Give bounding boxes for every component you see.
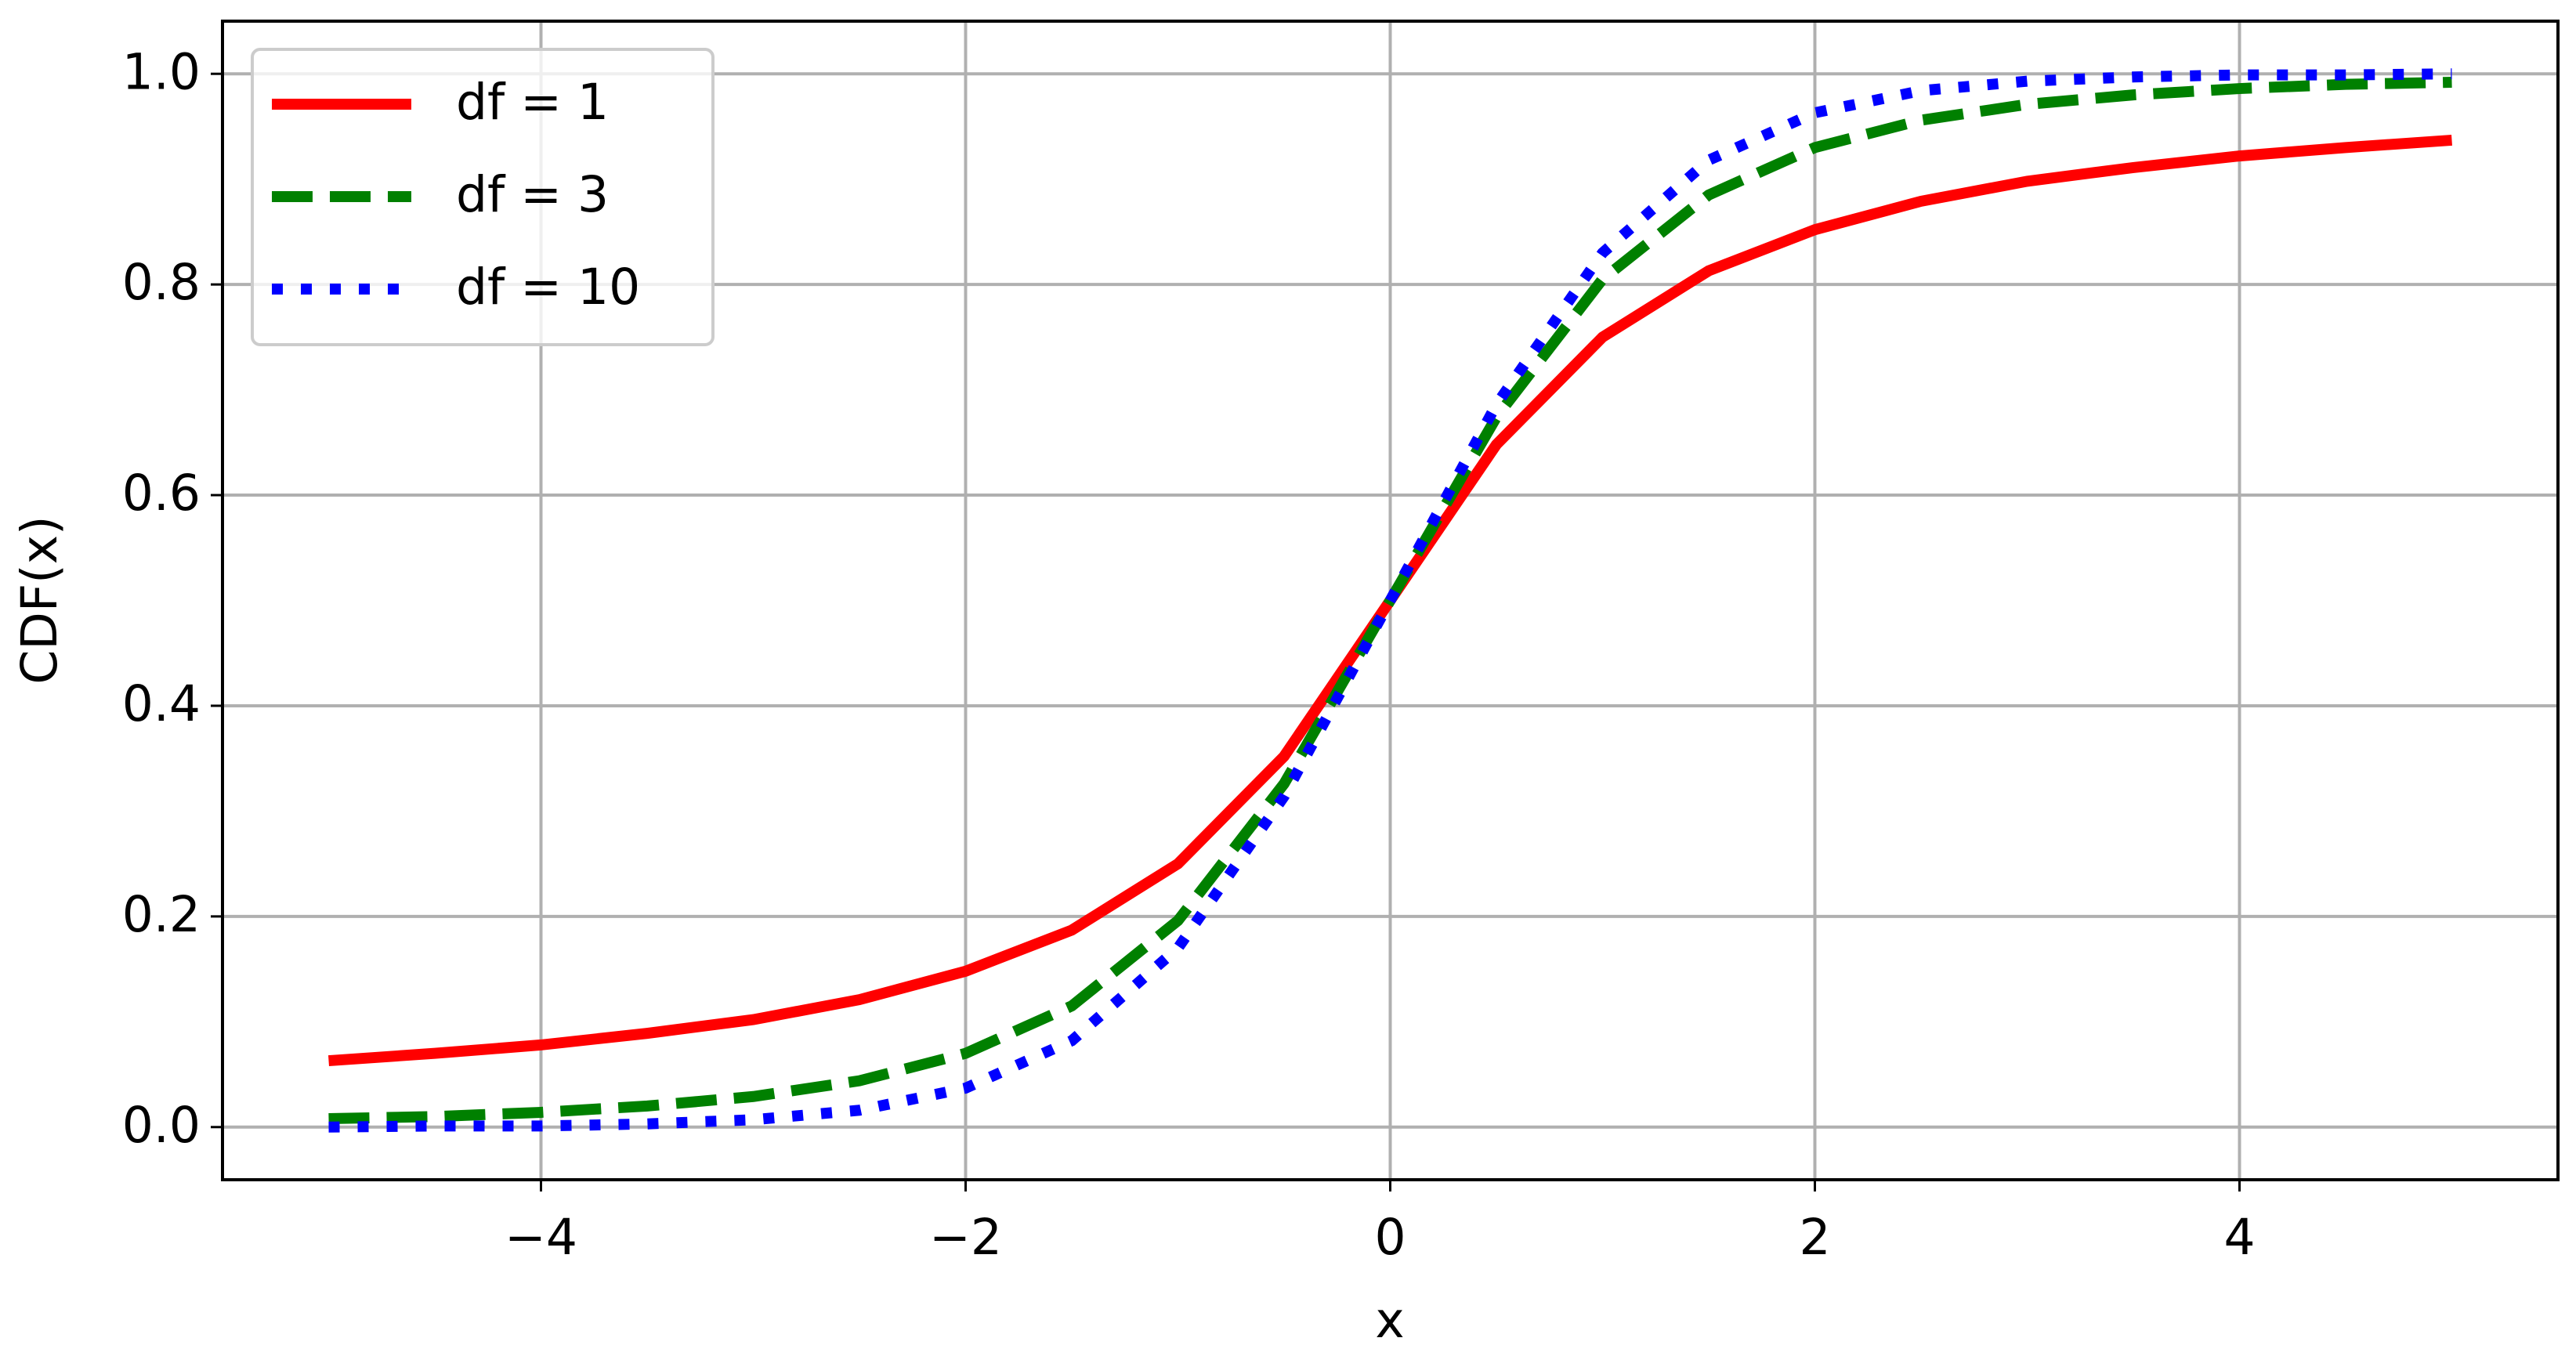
x-tick-label: 2 [1799,1209,1830,1266]
plot-frame [221,20,2560,1181]
series-line [328,68,2452,1133]
legend-box [251,48,715,346]
y-axis-label: CDF(x) [11,515,68,684]
x-axis-label: x [1375,1292,1404,1349]
y-tick-label: 0.4 [122,675,201,732]
y-tick-label: 0.6 [122,465,201,522]
legend-label: df = 10 [456,259,640,316]
y-tick-label: 0.0 [122,1097,201,1154]
legend-label: df = 3 [456,166,609,223]
y-tick-label: 0.2 [122,886,201,943]
y-tick-label: 1.0 [122,43,201,100]
x-tick-label: −4 [505,1209,577,1266]
x-tick-label: 0 [1374,1209,1406,1266]
y-tick-label: 0.8 [122,254,201,311]
legend-label: df = 1 [456,74,609,131]
x-tick-label: −2 [929,1209,1002,1266]
x-tick-label: 4 [2223,1209,2255,1266]
